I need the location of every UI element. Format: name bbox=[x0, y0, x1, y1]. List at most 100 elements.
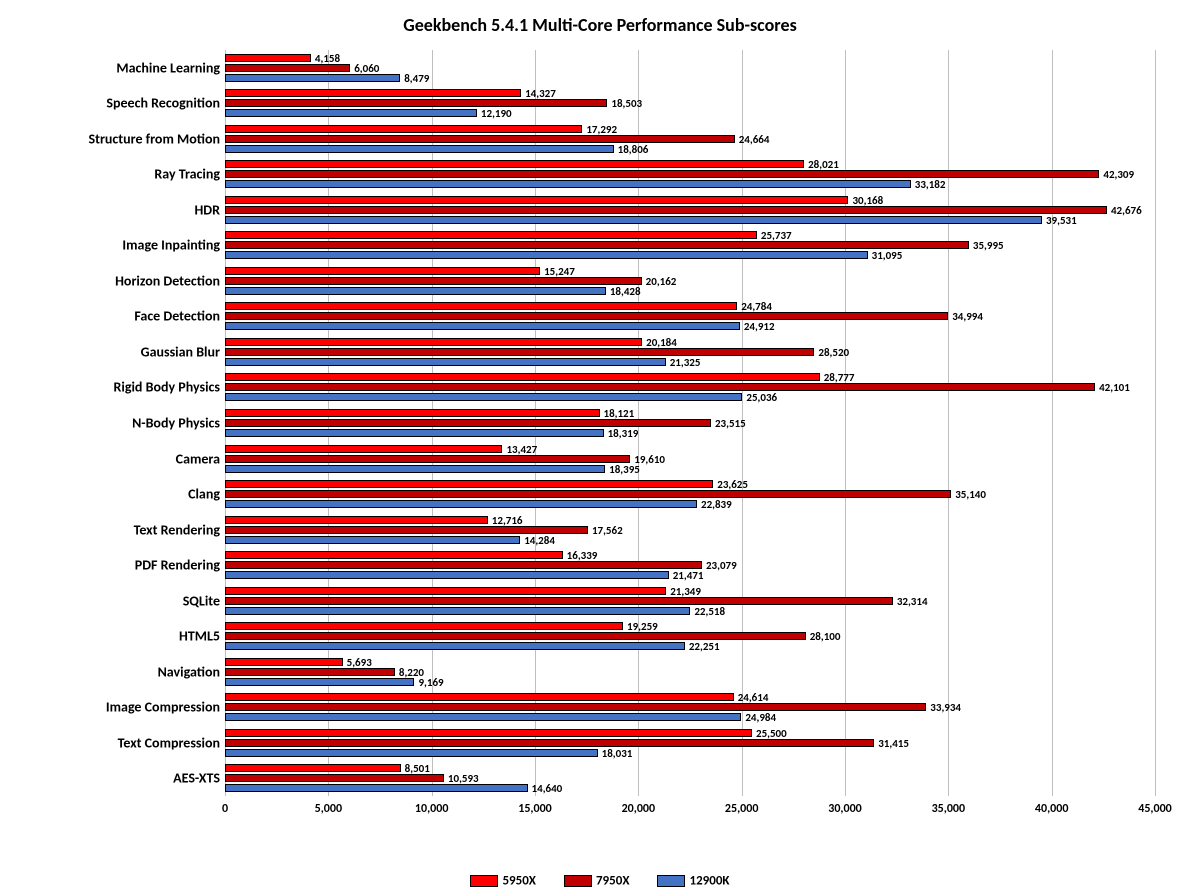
bar-value: 18,319 bbox=[608, 428, 639, 439]
benchmark-chart: Geekbench 5.4.1 Multi-Core Performance S… bbox=[0, 0, 1200, 890]
category-label: Camera bbox=[176, 450, 220, 467]
bar-s3 bbox=[225, 216, 1042, 224]
bar-value: 35,995 bbox=[973, 240, 1004, 251]
bar-s2 bbox=[225, 206, 1107, 214]
bar-s2 bbox=[225, 241, 969, 249]
legend-item: 7950X bbox=[564, 873, 630, 888]
legend-label: 12900K bbox=[689, 873, 729, 888]
bar-value: 42,101 bbox=[1099, 382, 1130, 393]
bar-value: 20,162 bbox=[646, 276, 677, 287]
gridline bbox=[1052, 50, 1053, 796]
bar-s1 bbox=[225, 338, 642, 346]
category-label: SQLite bbox=[183, 592, 220, 609]
bar-s1 bbox=[225, 89, 521, 97]
bar-value: 31,095 bbox=[872, 250, 903, 261]
category-label: Rigid Body Physics bbox=[114, 379, 220, 396]
bar-value: 8,479 bbox=[404, 73, 429, 84]
bar-value: 17,562 bbox=[592, 525, 623, 536]
legend-swatch bbox=[470, 875, 498, 887]
category-label: Ray Tracing bbox=[154, 166, 220, 183]
bar-s1 bbox=[225, 445, 502, 453]
legend-item: 5950X bbox=[470, 873, 536, 888]
category-label: HDR bbox=[194, 201, 220, 218]
bar-s1 bbox=[225, 54, 311, 62]
bar-value: 14,284 bbox=[524, 535, 555, 546]
bar-value: 42,309 bbox=[1103, 169, 1134, 180]
bar-value: 22,251 bbox=[689, 641, 720, 652]
bar-value: 22,518 bbox=[694, 606, 725, 617]
bar-value: 21,349 bbox=[670, 586, 701, 597]
bar-s2 bbox=[225, 455, 630, 463]
legend-label: 7950X bbox=[596, 873, 630, 888]
x-tick-label: 20,000 bbox=[622, 802, 656, 816]
bar-value: 15,247 bbox=[544, 266, 575, 277]
bar-s3 bbox=[225, 251, 868, 259]
bar-value: 18,121 bbox=[604, 408, 635, 419]
bar-value: 10,593 bbox=[448, 773, 479, 784]
bar-s3 bbox=[225, 322, 740, 330]
bar-value: 35,140 bbox=[955, 489, 986, 500]
category-label: Face Detection bbox=[134, 308, 220, 325]
category-label: Text Rendering bbox=[134, 521, 220, 538]
bar-s2 bbox=[225, 597, 893, 605]
bar-s1 bbox=[225, 480, 713, 488]
bar-s3 bbox=[225, 429, 604, 437]
bar-s2 bbox=[225, 739, 874, 747]
bar-s1 bbox=[225, 160, 804, 168]
category-label: Structure from Motion bbox=[88, 130, 220, 147]
bar-s3 bbox=[225, 749, 598, 757]
gridline bbox=[1155, 50, 1156, 796]
bar-value: 33,182 bbox=[915, 179, 946, 190]
bar-value: 24,984 bbox=[745, 712, 776, 723]
bar-value: 18,503 bbox=[611, 98, 642, 109]
bar-value: 16,339 bbox=[567, 550, 598, 561]
category-label: Gaussian Blur bbox=[141, 343, 220, 360]
category-label: AES-XTS bbox=[173, 770, 220, 787]
bar-s3 bbox=[225, 500, 697, 508]
bar-s1 bbox=[225, 622, 623, 630]
bar-value: 24,912 bbox=[744, 321, 775, 332]
bar-value: 39,531 bbox=[1046, 215, 1077, 226]
bar-s3 bbox=[225, 678, 414, 686]
bar-s3 bbox=[225, 180, 911, 188]
category-label: Text Compression bbox=[118, 734, 220, 751]
bar-s1 bbox=[225, 693, 734, 701]
bar-s1 bbox=[225, 658, 343, 666]
bar-value: 13,427 bbox=[506, 444, 537, 455]
bar-s2 bbox=[225, 135, 735, 143]
bar-value: 18,031 bbox=[602, 748, 633, 759]
bar-value: 33,934 bbox=[930, 702, 961, 713]
bar-value: 28,100 bbox=[810, 631, 841, 642]
bar-s2 bbox=[225, 383, 1095, 391]
legend: 5950X 7950X 12900K bbox=[0, 873, 1200, 888]
bar-s2 bbox=[225, 64, 350, 72]
bar-value: 23,079 bbox=[706, 560, 737, 571]
bar-s2 bbox=[225, 490, 951, 498]
bar-value: 34,994 bbox=[952, 311, 983, 322]
bar-value: 24,614 bbox=[738, 692, 769, 703]
gridline bbox=[948, 50, 949, 796]
bar-s1 bbox=[225, 196, 848, 204]
bar-s1 bbox=[225, 764, 401, 772]
bar-s1 bbox=[225, 231, 757, 239]
bar-s2 bbox=[225, 526, 588, 534]
bar-value: 25,737 bbox=[761, 230, 792, 241]
bar-value: 9,169 bbox=[418, 677, 443, 688]
legend-swatch bbox=[564, 875, 592, 887]
x-tick-label: 40,000 bbox=[1035, 802, 1069, 816]
bar-value: 28,520 bbox=[818, 347, 849, 358]
bar-s1 bbox=[225, 729, 752, 737]
bar-s3 bbox=[225, 784, 528, 792]
legend-item: 12900K bbox=[657, 873, 729, 888]
bar-s3 bbox=[225, 109, 477, 117]
bar-value: 18,395 bbox=[609, 464, 640, 475]
bar-s2 bbox=[225, 419, 711, 427]
x-tick-label: 30,000 bbox=[828, 802, 862, 816]
bar-value: 24,784 bbox=[741, 301, 772, 312]
bar-s3 bbox=[225, 642, 685, 650]
chart-title: Geekbench 5.4.1 Multi-Core Performance S… bbox=[0, 14, 1200, 36]
bar-value: 32,314 bbox=[897, 596, 928, 607]
bar-s2 bbox=[225, 561, 702, 569]
bar-s3 bbox=[225, 571, 669, 579]
gridline bbox=[845, 50, 846, 796]
